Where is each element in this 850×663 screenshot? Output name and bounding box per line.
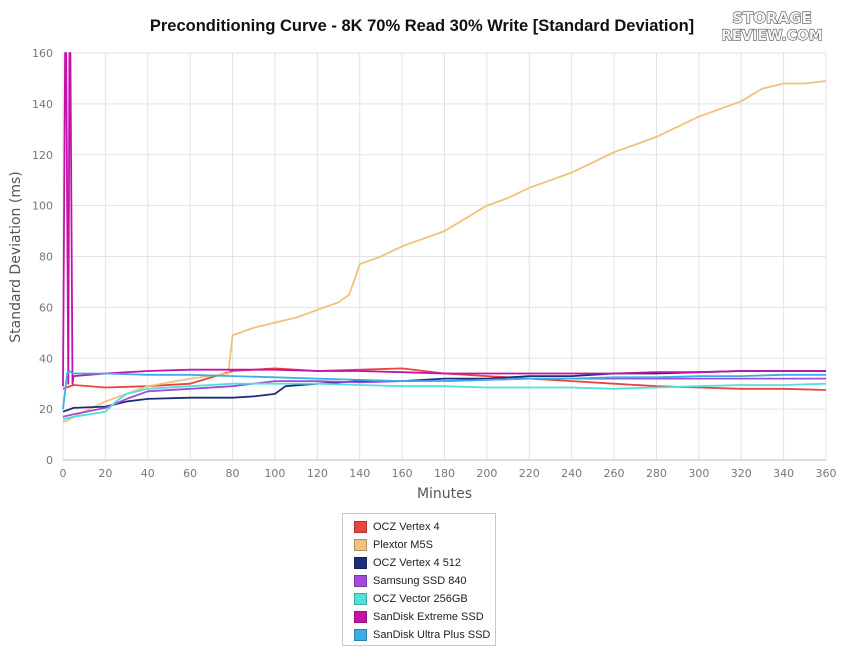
y-tick-label: 140 bbox=[32, 98, 53, 111]
legend-swatch bbox=[354, 629, 367, 641]
legend-label: SanDisk Extreme SSD bbox=[373, 611, 484, 623]
x-tick-label: 260 bbox=[604, 467, 625, 480]
y-tick-label: 0 bbox=[46, 454, 53, 467]
storage-review-logo: STORAGE REVIEW.COM bbox=[722, 8, 822, 44]
logo-line-1: STORAGE bbox=[732, 9, 812, 27]
x-tick-label: 240 bbox=[561, 467, 582, 480]
x-tick-label: 340 bbox=[773, 467, 794, 480]
y-tick-label: 60 bbox=[39, 301, 53, 314]
legend-label: Samsung SSD 840 bbox=[373, 575, 467, 587]
legend-swatch bbox=[354, 539, 367, 551]
legend-swatch bbox=[354, 557, 367, 569]
legend-item[interactable]: OCZ Vertex 4 512 bbox=[343, 554, 495, 572]
series-line-ocz-vector-256gb bbox=[62, 382, 827, 421]
logo-line-2: REVIEW.COM bbox=[722, 28, 822, 44]
legend-label: OCZ Vertex 4 bbox=[373, 521, 440, 533]
series-line-plextor-m5s bbox=[62, 80, 827, 423]
y-tick-label: 100 bbox=[32, 200, 53, 213]
x-tick-label: 280 bbox=[646, 467, 667, 480]
x-tick-label: 160 bbox=[392, 467, 413, 480]
x-tick-label: 180 bbox=[434, 467, 455, 480]
x-tick-label: 80 bbox=[226, 467, 240, 480]
tick-labels: 0 20 40 60 80 100 120 140 160 180 200 220 240 260 280 3… bbox=[32, 47, 837, 480]
x-tick-label: 100 bbox=[264, 467, 285, 480]
series-layer bbox=[62, 52, 827, 423]
x-tick-label: 120 bbox=[307, 467, 328, 480]
x-tick-label: 40 bbox=[141, 467, 155, 480]
legend-swatch bbox=[354, 611, 367, 623]
x-tick-label: 20 bbox=[98, 467, 112, 480]
x-tick-label: 200 bbox=[476, 467, 497, 480]
legend-item[interactable]: OCZ Vector 256GB bbox=[343, 590, 495, 608]
legend-label: OCZ Vertex 4 512 bbox=[373, 557, 462, 569]
y-tick-label: 120 bbox=[32, 149, 53, 162]
legend-swatch bbox=[354, 521, 367, 533]
y-tick-label: 160 bbox=[32, 47, 53, 60]
legend-item[interactable]: SanDisk Ultra Plus SSD bbox=[343, 626, 495, 644]
legend: OCZ Vertex 4 Plextor M5S OCZ Vertex 4 512 S… bbox=[342, 513, 496, 646]
series-line-sandisk-extreme-ssd bbox=[62, 52, 826, 387]
y-axis-label: Standard Deviation (ms) bbox=[8, 171, 24, 342]
chart-plot: 0 20 40 60 80 100 120 140 160 180 200 220 240 260 280 3… bbox=[8, 47, 837, 502]
legend-item[interactable]: SanDisk Extreme SSD bbox=[343, 608, 495, 626]
legend-label: Plextor M5S bbox=[373, 539, 433, 551]
chart-title: Preconditioning Curve - 8K 70% Read 30% … bbox=[149, 17, 695, 35]
legend-item[interactable]: OCZ Vertex 4 bbox=[343, 518, 495, 536]
x-tick-label: 140 bbox=[349, 467, 370, 480]
legend-item[interactable]: Samsung SSD 840 bbox=[343, 572, 495, 590]
x-tick-label: 60 bbox=[183, 467, 197, 480]
x-axis-label: Minutes bbox=[417, 486, 472, 502]
legend-label: OCZ Vector 256GB bbox=[373, 593, 468, 605]
x-tick-label: 300 bbox=[688, 467, 709, 480]
x-tick-label: 220 bbox=[519, 467, 540, 480]
legend-item[interactable]: Plextor M5S bbox=[343, 536, 495, 554]
x-tick-label: 320 bbox=[731, 467, 752, 480]
legend-swatch bbox=[354, 593, 367, 605]
series-line-sandisk-ultra-plus-ssd bbox=[62, 370, 826, 410]
x-tick-label: 360 bbox=[816, 467, 837, 480]
y-tick-label: 40 bbox=[39, 352, 53, 365]
y-tick-label: 80 bbox=[39, 251, 53, 264]
x-tick-label: 0 bbox=[60, 467, 67, 480]
legend-swatch bbox=[354, 575, 367, 587]
y-tick-label: 20 bbox=[39, 403, 53, 416]
legend-label: SanDisk Ultra Plus SSD bbox=[373, 629, 491, 641]
